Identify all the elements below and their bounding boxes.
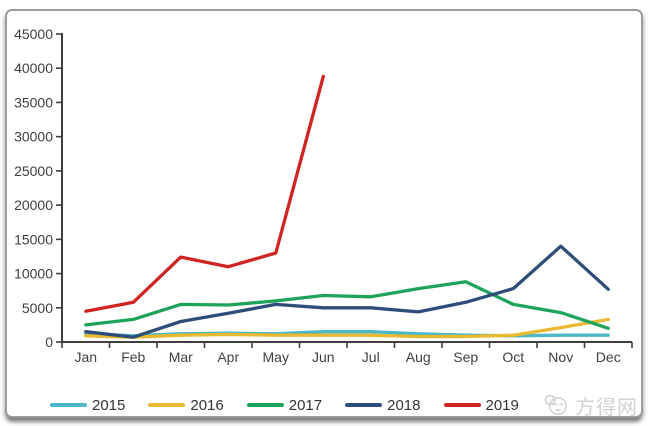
x-axis-label: Feb — [121, 349, 145, 365]
x-axis-label: Dec — [596, 349, 621, 365]
watermark-text: 方得网 — [575, 396, 638, 419]
x-axis-label: Nov — [548, 349, 573, 365]
y-axis-label: 45000 — [14, 26, 53, 42]
legend-swatch-2019 — [443, 403, 481, 407]
y-axis-label: 15000 — [14, 231, 53, 247]
y-axis-label: 10000 — [14, 266, 53, 282]
x-axis-label: Jul — [362, 349, 380, 365]
legend-label: 2015 — [92, 396, 126, 414]
legend-swatch-2017 — [246, 403, 284, 407]
y-axis-label: 25000 — [14, 163, 53, 179]
watermark: 方得网 — [542, 392, 638, 419]
legend-label: 2017 — [288, 396, 323, 414]
x-axis-label: May — [263, 349, 289, 365]
series-line-2019 — [84, 74, 325, 313]
legend-label: 2019 — [485, 396, 519, 414]
legend-item-2017: 2017 — [246, 396, 323, 414]
legend-label: 2018 — [387, 396, 421, 414]
legend-item-2016: 2016 — [148, 396, 224, 414]
y-axis-label: 0 — [45, 334, 53, 350]
legend-item-2018: 2018 — [345, 396, 421, 414]
x-axis-label: Oct — [502, 349, 524, 365]
x-axis-label: Apr — [217, 349, 239, 365]
legend-swatch-2018 — [345, 403, 383, 407]
x-axis-label: Jan — [74, 349, 97, 365]
series-line-2018 — [84, 244, 610, 339]
series-line-2017 — [84, 280, 610, 330]
legend-label: 2016 — [190, 396, 224, 414]
y-axis-label: 40000 — [14, 60, 53, 76]
y-axis-label: 30000 — [14, 129, 53, 145]
legend-swatch-2016 — [148, 403, 186, 407]
legend-item-2015: 2015 — [50, 398, 125, 413]
series-line-2016 — [84, 317, 610, 339]
y-axis-label: 20000 — [14, 197, 53, 213]
x-axis-label: Mar — [169, 349, 193, 365]
y-axis-label: 5000 — [22, 300, 53, 316]
legend-swatch-2015 — [50, 403, 87, 407]
legend-item-2019: 2019 — [443, 396, 519, 414]
y-axis-label: 35000 — [14, 94, 53, 110]
chart-legend: 2015 2016 2017 2018 2019 — [50, 396, 519, 414]
smiley-face-logo-icon — [544, 394, 567, 415]
x-axis-label: Sep — [453, 349, 478, 365]
x-axis-label: Jun — [312, 349, 335, 365]
x-axis-label: Aug — [406, 349, 431, 365]
